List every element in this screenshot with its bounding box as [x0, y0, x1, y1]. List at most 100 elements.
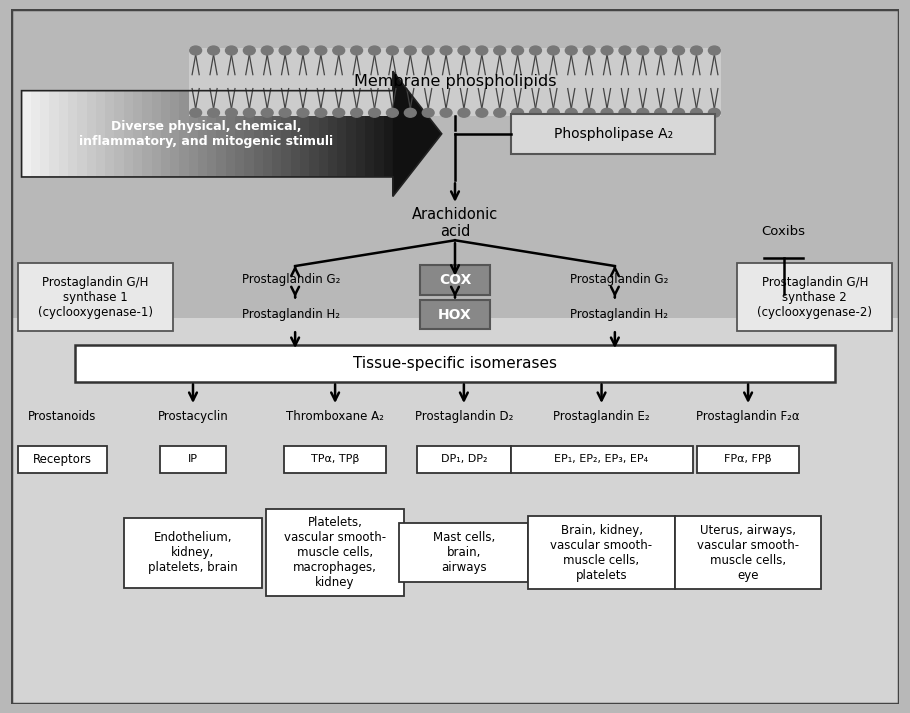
FancyBboxPatch shape [383, 91, 393, 177]
Ellipse shape [350, 46, 362, 55]
Ellipse shape [458, 108, 470, 117]
Ellipse shape [279, 108, 291, 117]
FancyBboxPatch shape [133, 91, 142, 177]
Ellipse shape [190, 46, 202, 55]
Text: Prostaglandin G/H
synthase 1
(cyclooxygenase-1): Prostaglandin G/H synthase 1 (cyclooxyge… [38, 276, 153, 319]
Ellipse shape [619, 108, 631, 117]
Ellipse shape [602, 108, 613, 117]
Ellipse shape [226, 46, 238, 55]
FancyBboxPatch shape [226, 91, 235, 177]
FancyBboxPatch shape [22, 91, 31, 177]
FancyBboxPatch shape [68, 91, 77, 177]
FancyBboxPatch shape [161, 91, 170, 177]
Ellipse shape [655, 108, 667, 117]
FancyBboxPatch shape [77, 91, 86, 177]
FancyBboxPatch shape [318, 91, 328, 177]
FancyBboxPatch shape [418, 446, 511, 473]
Ellipse shape [350, 108, 362, 117]
Ellipse shape [261, 46, 273, 55]
Ellipse shape [511, 46, 523, 55]
FancyBboxPatch shape [124, 518, 262, 588]
Ellipse shape [672, 46, 684, 55]
Ellipse shape [297, 46, 308, 55]
Ellipse shape [226, 108, 238, 117]
FancyBboxPatch shape [511, 446, 693, 473]
FancyBboxPatch shape [365, 91, 374, 177]
FancyBboxPatch shape [96, 91, 106, 177]
Text: Mast cells,
brain,
airways: Mast cells, brain, airways [433, 531, 495, 574]
Text: Prostacyclin: Prostacyclin [157, 410, 228, 423]
FancyBboxPatch shape [254, 91, 263, 177]
Ellipse shape [530, 108, 541, 117]
Ellipse shape [602, 46, 613, 55]
Ellipse shape [583, 46, 595, 55]
Ellipse shape [315, 108, 327, 117]
Text: IP: IP [188, 454, 198, 464]
Ellipse shape [565, 108, 577, 117]
FancyBboxPatch shape [309, 91, 318, 177]
Ellipse shape [637, 46, 649, 55]
Ellipse shape [530, 46, 541, 55]
Ellipse shape [387, 108, 399, 117]
FancyBboxPatch shape [124, 91, 133, 177]
FancyBboxPatch shape [188, 91, 197, 177]
FancyBboxPatch shape [356, 91, 365, 177]
FancyBboxPatch shape [152, 91, 161, 177]
Text: Coxibs: Coxibs [762, 225, 805, 237]
FancyBboxPatch shape [267, 509, 404, 596]
Text: Endothelium,
kidney,
platelets, brain: Endothelium, kidney, platelets, brain [148, 531, 238, 574]
Text: Arachidonic
acid: Arachidonic acid [412, 207, 498, 239]
Ellipse shape [333, 108, 345, 117]
Ellipse shape [637, 108, 649, 117]
Text: HOX: HOX [438, 308, 472, 322]
FancyBboxPatch shape [374, 91, 383, 177]
FancyBboxPatch shape [31, 91, 40, 177]
Ellipse shape [440, 108, 452, 117]
Text: Diverse physical, chemical,
inflammatory, and mitogenic stimuli: Diverse physical, chemical, inflammatory… [79, 120, 333, 148]
Text: Brain, kidney,
vascular smooth-
muscle cells,
platelets: Brain, kidney, vascular smooth- muscle c… [551, 524, 652, 582]
Text: Prostaglandin E₂: Prostaglandin E₂ [553, 410, 650, 423]
FancyBboxPatch shape [281, 91, 290, 177]
FancyBboxPatch shape [49, 91, 59, 177]
FancyBboxPatch shape [59, 91, 68, 177]
Text: Prostaglandin G₂: Prostaglandin G₂ [241, 274, 339, 287]
Text: Phospholipase A₂: Phospholipase A₂ [553, 127, 672, 140]
Ellipse shape [691, 108, 703, 117]
Ellipse shape [422, 46, 434, 55]
FancyBboxPatch shape [511, 113, 715, 154]
Text: Tissue-specific isomerases: Tissue-specific isomerases [353, 356, 557, 371]
FancyBboxPatch shape [207, 91, 217, 177]
FancyBboxPatch shape [197, 91, 207, 177]
FancyBboxPatch shape [737, 263, 893, 332]
Ellipse shape [279, 46, 291, 55]
FancyBboxPatch shape [529, 516, 675, 589]
FancyBboxPatch shape [244, 91, 254, 177]
Ellipse shape [297, 108, 308, 117]
Ellipse shape [315, 46, 327, 55]
FancyBboxPatch shape [217, 91, 226, 177]
Ellipse shape [655, 46, 667, 55]
Ellipse shape [511, 108, 523, 117]
Ellipse shape [476, 108, 488, 117]
Ellipse shape [333, 46, 345, 55]
Ellipse shape [458, 46, 470, 55]
Ellipse shape [387, 46, 399, 55]
FancyBboxPatch shape [86, 91, 96, 177]
Ellipse shape [476, 46, 488, 55]
Ellipse shape [548, 108, 560, 117]
FancyBboxPatch shape [179, 91, 188, 177]
FancyBboxPatch shape [697, 446, 799, 473]
Text: Prostaglandin H₂: Prostaglandin H₂ [571, 308, 668, 322]
Text: EP₁, EP₂, EP₃, EP₄: EP₁, EP₂, EP₃, EP₄ [554, 454, 649, 464]
Text: Prostaglandin H₂: Prostaglandin H₂ [242, 308, 339, 322]
FancyBboxPatch shape [420, 300, 490, 329]
FancyBboxPatch shape [675, 516, 822, 589]
Ellipse shape [243, 108, 255, 117]
Text: Prostaglandin D₂: Prostaglandin D₂ [415, 410, 513, 423]
FancyBboxPatch shape [170, 91, 179, 177]
Ellipse shape [565, 46, 577, 55]
FancyBboxPatch shape [188, 48, 722, 116]
FancyBboxPatch shape [347, 91, 356, 177]
Text: Platelets,
vascular smooth-
muscle cells,
macrophages,
kidney: Platelets, vascular smooth- muscle cells… [284, 516, 386, 589]
Ellipse shape [583, 108, 595, 117]
